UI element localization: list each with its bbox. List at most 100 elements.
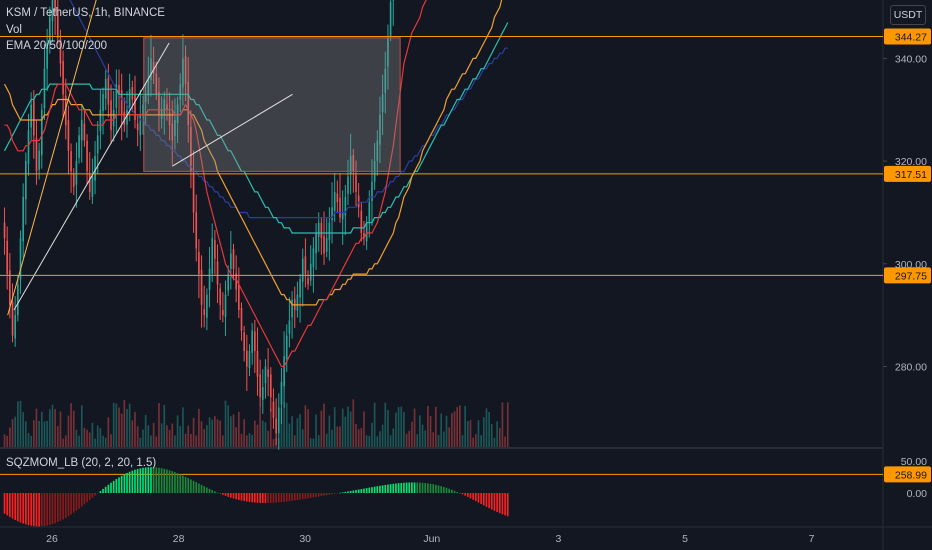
candle [267, 369, 269, 377]
momentum-bar [222, 493, 224, 495]
candle [248, 351, 251, 369]
volume-bar [11, 419, 14, 447]
momentum-bar [347, 491, 349, 493]
volume-bar [506, 402, 509, 447]
volume-bar [80, 405, 83, 447]
candle [331, 207, 333, 220]
momentum-bar [123, 474, 126, 493]
volume-bar [142, 429, 144, 447]
candle [179, 84, 182, 100]
volume-bar [301, 429, 304, 447]
volume-bar [160, 423, 163, 447]
momentum-bar [384, 484, 387, 493]
candle [115, 84, 118, 108]
volume-bar [360, 427, 363, 447]
volume-bar [480, 435, 482, 447]
momentum-bar [243, 493, 245, 502]
momentum-bar [339, 492, 341, 494]
volume-bar [248, 433, 251, 447]
candle [187, 81, 190, 126]
price-level-label: 317.51 [895, 169, 927, 181]
momentum-bar [490, 493, 493, 510]
volume-bar [166, 425, 168, 447]
volume-bar [227, 405, 230, 447]
momentum-bar [94, 493, 96, 496]
momentum-bar [309, 493, 312, 498]
volume-bar [424, 430, 427, 447]
volume-bar [504, 436, 506, 447]
volume-bar [466, 421, 469, 447]
momentum-bar [211, 490, 214, 493]
candle [126, 109, 128, 125]
volume-bar [107, 417, 110, 447]
y-tick-label: 280.00 [895, 362, 927, 374]
candle [198, 252, 200, 275]
volume-bar [174, 435, 176, 447]
momentum-bar [488, 493, 490, 509]
momentum-bar [51, 493, 54, 525]
candle [123, 111, 126, 126]
ema-legend[interactable]: EMA 20/50/100/200 [6, 40, 108, 52]
volume-bar [86, 429, 88, 447]
candle [67, 120, 70, 151]
volume-bar [376, 436, 379, 447]
volume-bar [429, 415, 432, 447]
candle [296, 294, 299, 311]
candle [22, 197, 24, 242]
momentum-bar [62, 493, 64, 520]
volume-bar [134, 411, 136, 447]
momentum-bar [376, 486, 379, 493]
momentum-bar [107, 484, 110, 493]
momentum-bar [182, 475, 184, 493]
momentum-bar [267, 493, 269, 503]
volume-bar [280, 408, 283, 447]
candle [238, 284, 240, 311]
candle [171, 123, 174, 141]
volume-legend[interactable]: Vol [6, 24, 22, 36]
volume-bar [307, 409, 309, 447]
volume-bar [115, 403, 118, 447]
momentum-bar [424, 483, 427, 493]
volume-bar [296, 418, 299, 447]
volume-bar [14, 416, 17, 447]
volume-bar [214, 416, 216, 447]
candle [309, 263, 312, 281]
x-tick-label: 3 [555, 533, 561, 545]
indicator-legend[interactable]: SQZMOM_LB (20, 2, 20, 1.5) [6, 457, 157, 469]
momentum-bar [419, 482, 421, 493]
momentum-bar [501, 493, 504, 515]
volume-bar [158, 402, 160, 447]
momentum-bar [227, 493, 230, 497]
volume-bar [288, 423, 291, 447]
momentum-bar [163, 468, 166, 493]
volume-bar [30, 435, 32, 447]
volume-bar [190, 434, 192, 447]
candle [30, 104, 32, 128]
candle [253, 331, 256, 352]
momentum-bar [256, 493, 259, 503]
momentum-bar [120, 475, 123, 493]
volume-bar [171, 423, 174, 447]
candle [75, 161, 78, 185]
candle [147, 78, 150, 96]
volume-bar [501, 402, 504, 447]
volume-bar [112, 402, 115, 447]
candle [235, 273, 237, 290]
volume-bar [187, 425, 190, 447]
momentum-bar [9, 493, 11, 518]
momentum-bar [405, 482, 408, 493]
candle [323, 236, 325, 254]
momentum-bar [469, 493, 472, 499]
currency-selector[interactable]: USDT [890, 5, 926, 25]
volume-bar [62, 438, 64, 447]
volume-bar [56, 426, 59, 447]
candle [283, 356, 285, 387]
momentum-bar [184, 476, 187, 493]
y-tick-label: 320.00 [895, 156, 927, 168]
volume-bar [293, 435, 296, 447]
candle [211, 238, 214, 274]
momentum-bar [445, 487, 448, 493]
symbol-title[interactable]: KSM / TetherUS, 1h, BINANCE [6, 7, 165, 19]
momentum-bar [102, 488, 104, 493]
